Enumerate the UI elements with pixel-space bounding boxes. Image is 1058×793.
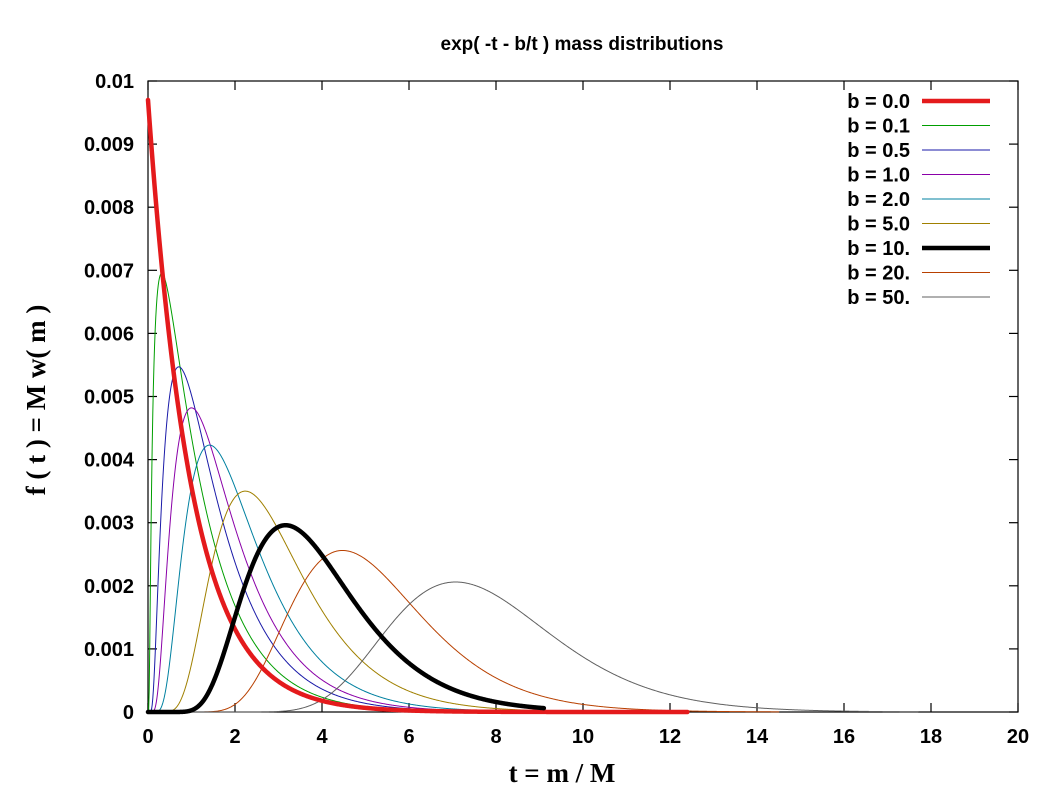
- legend-label: b = 2.0: [847, 189, 910, 211]
- y-axis-title: f ( t ) = M w( m ): [21, 305, 51, 496]
- x-tick-label: 2: [229, 726, 240, 748]
- x-tick-label: 4: [316, 726, 328, 748]
- series-lines: [145, 97, 919, 715]
- legend-label: b = 0.5: [847, 140, 910, 162]
- legend-label: b = 50.: [847, 287, 910, 309]
- legend-label: b = 1.0: [847, 165, 910, 187]
- series-line: [147, 581, 919, 713]
- y-tick-label: 0.002: [84, 576, 134, 598]
- x-tick-label: 0: [142, 726, 153, 748]
- legend-label: b = 0.1: [847, 116, 910, 138]
- legend-label: b = 10.: [847, 238, 910, 260]
- legend-label: b = 0.0: [847, 91, 910, 113]
- series-line: [147, 272, 688, 713]
- x-tick-label: 16: [833, 726, 855, 748]
- series-line: [147, 549, 780, 713]
- x-tick-label: 12: [659, 726, 681, 748]
- y-tick-label: 0.006: [84, 323, 134, 345]
- series-line: [145, 97, 690, 715]
- legend: b = 0.0 b = 0.1b = 0.5 b = 1.0b = 2.0 b = 5…: [847, 91, 990, 309]
- y-tick-label: 0.007: [84, 260, 134, 282]
- y-tick-label: 0.001: [84, 639, 134, 661]
- y-tick-label: 0.008: [84, 197, 134, 219]
- series-line: [147, 407, 688, 713]
- y-tick-label: 0.01: [95, 71, 134, 93]
- x-tick-label: 20: [1007, 726, 1029, 748]
- x-tick-label: 6: [403, 726, 414, 748]
- x-axis: 0 2 4 6 8 10 12 14 16 18 20: [142, 81, 1029, 748]
- legend-label: b = 5.0: [847, 214, 910, 236]
- series-line: [147, 366, 688, 713]
- series-line: [147, 490, 688, 713]
- x-axis-title: t = m / M: [509, 758, 616, 788]
- chart-title: exp( -t - b/t ) mass distributions: [441, 34, 724, 55]
- y-tick-label: 0.003: [84, 513, 134, 535]
- x-tick-label: 14: [746, 726, 769, 748]
- y-tick-label: 0.004: [84, 450, 135, 472]
- legend-label: b = 20.: [847, 263, 910, 285]
- y-tick-label: 0.009: [84, 134, 134, 156]
- y-tick-label: 0: [123, 702, 134, 724]
- x-tick-label: 18: [920, 726, 942, 748]
- x-tick-label: 8: [490, 726, 501, 748]
- y-tick-label: 0.005: [84, 387, 134, 409]
- series-line: [145, 522, 547, 715]
- x-tick-label: 10: [572, 726, 594, 748]
